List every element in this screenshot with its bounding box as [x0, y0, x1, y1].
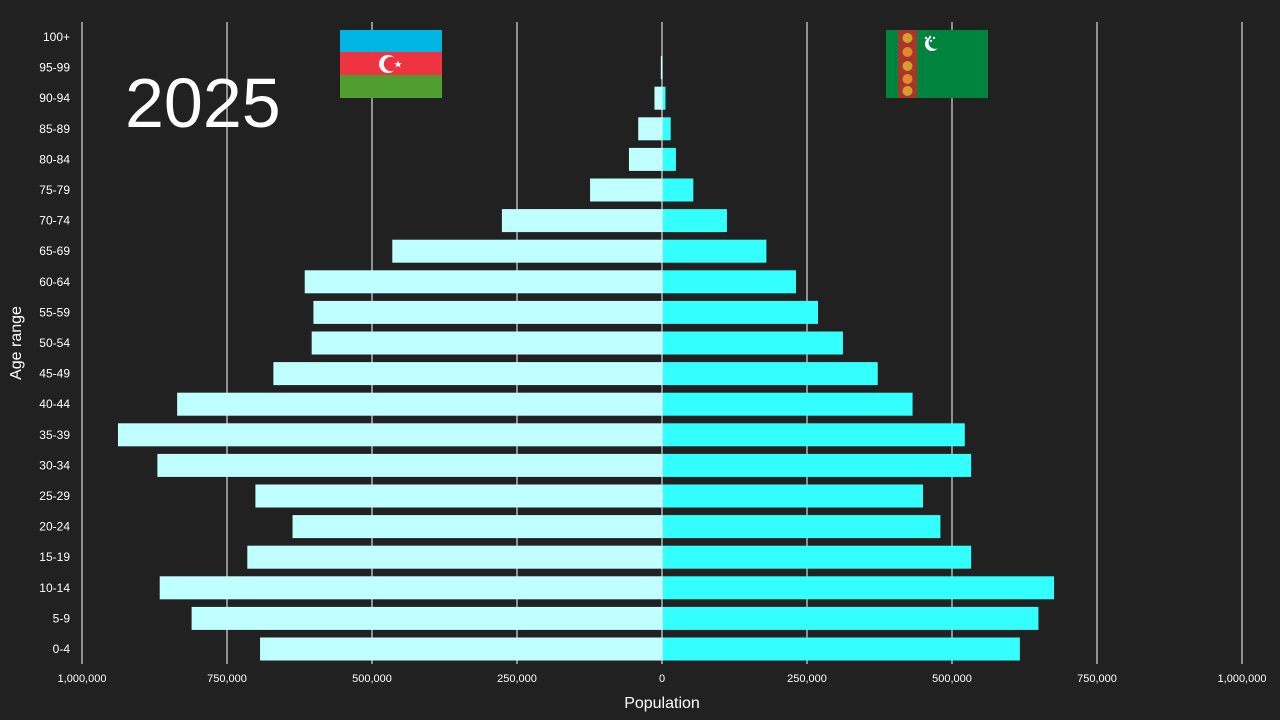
left-bar-35-39 — [117, 423, 662, 447]
y-tick-label: 25-29 — [39, 489, 70, 503]
left-bar-5-9 — [191, 606, 662, 630]
right-bar-75-79 — [662, 178, 694, 202]
x-tick-label: 250,000 — [497, 673, 537, 685]
left-bar-75-79 — [590, 178, 662, 202]
right-bar-5-9 — [662, 606, 1039, 630]
right-bar-30-34 — [662, 453, 972, 477]
right-bar-70-74 — [662, 209, 727, 233]
year-label: 2025 — [125, 64, 281, 142]
y-tick-label: 45-49 — [39, 367, 70, 381]
bars — [117, 56, 1055, 661]
left-bar-45-49 — [273, 362, 662, 386]
y-tick-label: 0-4 — [53, 642, 71, 656]
left-bar-65-69 — [392, 239, 662, 263]
y-tick-label: 80-84 — [39, 152, 70, 166]
right-bar-35-39 — [662, 423, 965, 447]
y-tick-label: 85-89 — [39, 122, 70, 136]
right-bar-90-94 — [662, 86, 666, 110]
y-tick-label: 75-79 — [39, 183, 70, 197]
right-bar-60-64 — [662, 270, 796, 294]
y-tick-label: 20-24 — [39, 520, 70, 534]
right-bar-85-89 — [662, 117, 671, 141]
left-bar-15-19 — [247, 545, 663, 569]
left-bar-30-34 — [157, 453, 662, 477]
y-tick-label: 100+ — [43, 30, 70, 44]
right-bar-55-59 — [662, 300, 819, 324]
right-bar-65-69 — [662, 239, 767, 263]
left-bar-85-89 — [638, 117, 662, 141]
left-bar-0-4 — [260, 637, 662, 661]
y-tick-label: 35-39 — [39, 428, 70, 442]
y-tick-label: 30-34 — [39, 458, 70, 472]
x-tick-label: 750,000 — [207, 673, 247, 685]
left-bar-60-64 — [304, 270, 662, 294]
left-bar-20-24 — [292, 515, 662, 539]
x-tick-label: 0 — [659, 673, 665, 685]
turkmenistan-flag-icon — [886, 30, 988, 98]
y-tick-label: 65-69 — [39, 244, 70, 258]
right-bar-45-49 — [662, 362, 878, 386]
x-tick-label: 750,000 — [1077, 673, 1117, 685]
x-tick-label: 1,000,000 — [58, 673, 107, 685]
y-tick-label: 90-94 — [39, 91, 70, 105]
y-tick-label: 15-19 — [39, 550, 70, 564]
right-bar-20-24 — [662, 515, 941, 539]
y-tick-label: 40-44 — [39, 397, 70, 411]
y-tick-label: 10-14 — [39, 581, 70, 595]
axes: 0-4 5-9 10-14 15-19 20-24 25-29 30-34 35-39 40-4… — [8, 22, 1266, 712]
y-tick-label: 5-9 — [53, 611, 71, 625]
x-tick-label: 1,000,000 — [1218, 673, 1267, 685]
y-tick-label: 95-99 — [39, 61, 70, 75]
y-tick-label: 55-59 — [39, 305, 70, 319]
right-bar-15-19 — [662, 545, 972, 569]
right-bar-10-14 — [662, 576, 1055, 600]
y-tick-label: 70-74 — [39, 214, 70, 228]
y-tick-label: 60-64 — [39, 275, 70, 289]
right-bar-50-54 — [662, 331, 843, 355]
right-bar-0-4 — [662, 637, 1020, 661]
right-bar-25-29 — [662, 484, 923, 508]
left-bar-55-59 — [313, 300, 662, 324]
left-bar-50-54 — [311, 331, 662, 355]
left-bar-10-14 — [159, 576, 662, 600]
y-tick-label: 50-54 — [39, 336, 70, 350]
y-axis-title: Age range — [8, 306, 25, 380]
left-bar-25-29 — [255, 484, 663, 508]
left-bar-90-94 — [654, 86, 662, 110]
right-bar-80-84 — [662, 147, 676, 171]
x-axis-title: Population — [624, 695, 700, 712]
left-bar-40-44 — [177, 392, 662, 416]
right-bar-40-44 — [662, 392, 913, 416]
left-bar-80-84 — [628, 147, 662, 171]
x-tick-label: 250,000 — [787, 673, 827, 685]
left-bar-70-74 — [501, 209, 662, 233]
x-tick-label: 500,000 — [352, 673, 392, 685]
left-bar-95-99 — [660, 56, 662, 80]
azerbaijan-flag-icon — [340, 30, 442, 98]
x-tick-label: 500,000 — [932, 673, 972, 685]
